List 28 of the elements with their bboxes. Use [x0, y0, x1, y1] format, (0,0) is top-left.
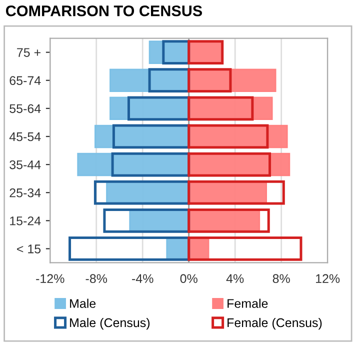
- y-tick-label: 45-54: [9, 132, 41, 142]
- y-tick-label: 75 +: [17, 48, 40, 57]
- legend-label: Female: [228, 298, 268, 308]
- x-tick-label: 8%: [272, 274, 290, 284]
- x-tick-label: 0%: [180, 274, 198, 284]
- bar: [188, 236, 302, 261]
- x-tick-label: -12%: [36, 274, 64, 283]
- bar: [188, 124, 269, 149]
- bar: [68, 236, 190, 261]
- y-tick-label: 35-44: [10, 160, 41, 170]
- y-tick-label: 55-64: [10, 104, 41, 114]
- x-tick-label: -4%: [132, 274, 154, 283]
- x-tick-label: 12%: [316, 274, 340, 283]
- x-tick-label: -8%: [86, 274, 108, 284]
- bar: [188, 152, 272, 177]
- y-tick-label: 15-24: [10, 216, 41, 226]
- x-tick-label: 4%: [226, 274, 244, 283]
- bar: [188, 96, 254, 121]
- legend-label: Female (Census): [228, 318, 322, 330]
- y-tick-label: 65-74: [10, 76, 41, 86]
- legend-label: Male: [70, 298, 96, 308]
- bar: [188, 208, 270, 233]
- bar: [188, 68, 232, 93]
- chart-title: COMPARISON TO CENSUS: [6, 5, 202, 16]
- bar: [188, 180, 285, 205]
- y-tick-label: 25-34: [10, 188, 41, 198]
- legend-label: Male (Census): [70, 318, 150, 330]
- y-tick-label: < 15: [17, 244, 41, 254]
